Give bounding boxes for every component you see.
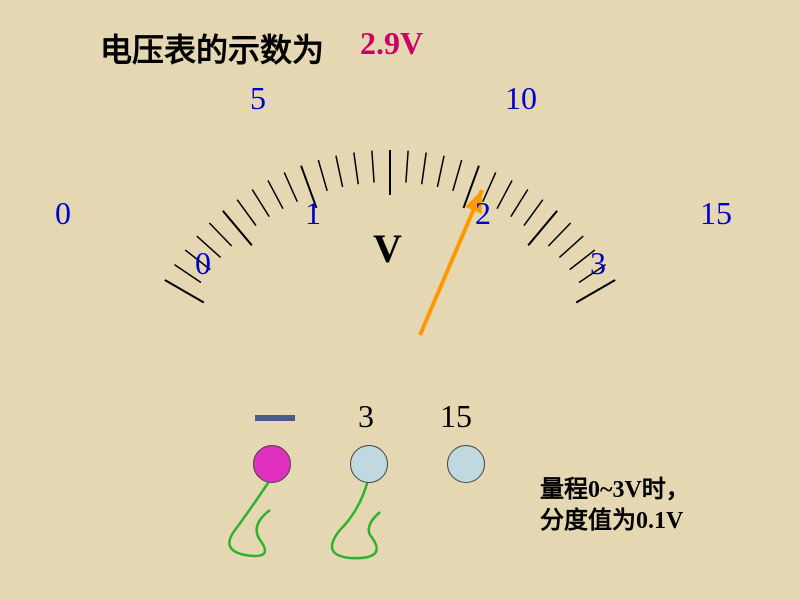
wires [229,480,380,558]
terminal-3v [350,445,388,483]
upper-scale-label: 10 [505,80,537,117]
needle [420,190,482,335]
terminal-15v [447,445,485,483]
terminal-label-3: 3 [358,398,374,435]
upper-scale-label: 15 [700,195,732,232]
range-note: 量程0~3V时，分度值为0.1V [540,475,690,537]
terminal-minus-sign [255,415,295,421]
lower-scale-label: 2 [475,195,491,232]
lower-scale-label: 1 [305,195,321,232]
terminal-negative [253,445,291,483]
v-symbol: V [373,225,402,272]
lower-scale-label: 0 [195,245,211,282]
lower-scale-label: 3 [590,245,606,282]
upper-scale-label: 5 [250,80,266,117]
terminal-label-15: 15 [440,398,472,435]
upper-scale-label: 0 [55,195,71,232]
